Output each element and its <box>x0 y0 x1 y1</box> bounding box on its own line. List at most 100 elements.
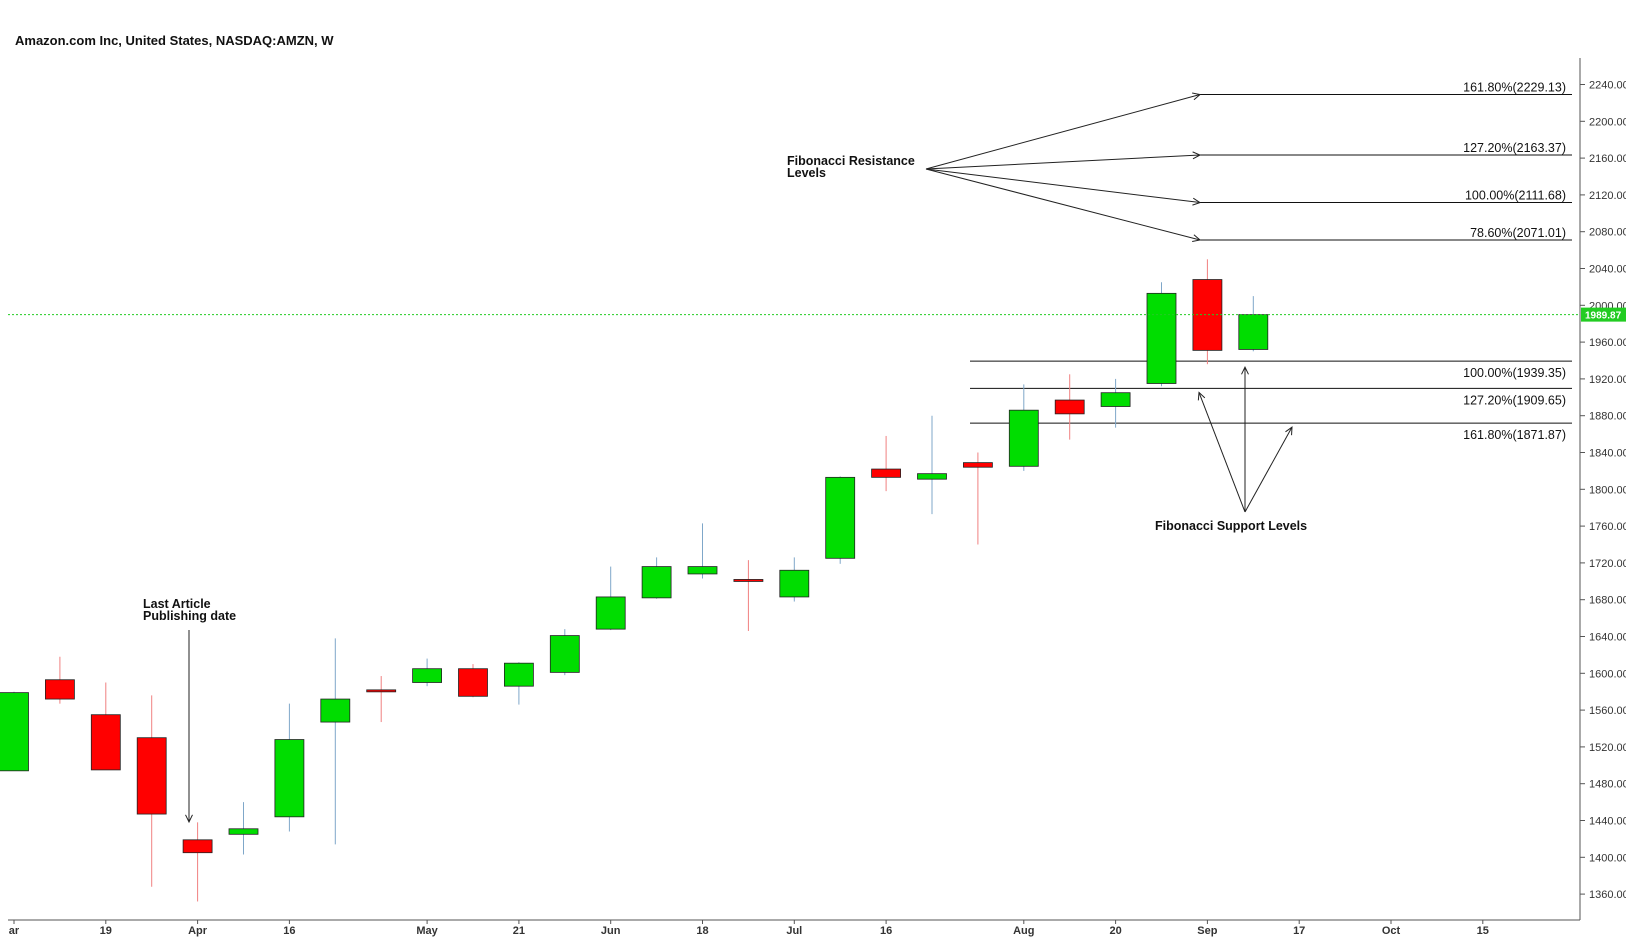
candle <box>1054 374 1085 440</box>
support-arrow <box>1197 391 1246 513</box>
candle-body <box>503 662 534 687</box>
resistance-annotation-line2: Levels <box>787 166 826 180</box>
candle-body <box>687 566 718 575</box>
candle <box>917 415 947 515</box>
support-label: 161.80%(1871.87) <box>1463 428 1566 442</box>
y-tick-label: 1640.00 <box>1589 632 1626 644</box>
y-tick-label: 1840.00 <box>1589 448 1626 460</box>
arrow-head <box>1285 426 1293 436</box>
candle-body <box>871 468 901 478</box>
x-tick-label: 21 <box>513 925 525 937</box>
candle <box>320 638 351 845</box>
arrow-shaft <box>925 94 1201 170</box>
candle <box>458 664 488 698</box>
arrow-head <box>1192 151 1202 160</box>
arrow-shaft <box>925 154 1201 170</box>
candle-body <box>412 668 443 683</box>
axes-layer: 1360.00 1400.00 1440.00 1480.00 1520.00 1560.… <box>8 58 1626 937</box>
x-tick-label: Apr <box>188 925 208 937</box>
x-tick-label: Sep <box>1197 925 1217 937</box>
candle-body <box>0 692 29 772</box>
arrow-head <box>1241 365 1249 375</box>
candle <box>182 822 213 902</box>
candle <box>0 691 29 772</box>
candle-body <box>320 698 351 723</box>
support-label: 127.20%(1909.65) <box>1463 393 1566 407</box>
y-tick-label: 1480.00 <box>1589 779 1626 791</box>
candle-body <box>45 679 75 700</box>
arrow-head <box>1192 234 1202 243</box>
candle <box>503 662 534 705</box>
candle-body <box>963 462 993 468</box>
y-tick-label: 1960.00 <box>1589 337 1626 349</box>
fibonacci-levels-layer: 161.80%(2229.13) 127.20%(2163.37) 100.00%(… <box>970 81 1572 442</box>
candle <box>274 703 305 832</box>
candles-layer <box>0 259 1269 902</box>
y-tick-label: 1440.00 <box>1589 816 1626 828</box>
resistance-label: 161.80%(2229.13) <box>1463 81 1566 95</box>
candle-body <box>1238 314 1269 350</box>
resistance-label: 100.00%(2111.68) <box>1465 189 1566 203</box>
current-price-label: 1989.87 <box>1585 311 1622 322</box>
article-arrow <box>185 630 193 824</box>
y-tick-label: 2160.00 <box>1589 153 1626 165</box>
resistance-arrow <box>925 151 1202 170</box>
y-tick-label: 1920.00 <box>1589 374 1626 386</box>
candle <box>136 695 167 887</box>
arrow-shaft <box>1198 392 1246 513</box>
x-tick-label: ar <box>9 925 20 937</box>
candle <box>871 435 901 492</box>
x-tick-label: Jun <box>601 925 621 937</box>
candle-body <box>641 566 672 599</box>
candle <box>1238 296 1269 352</box>
candle <box>963 452 993 545</box>
candle-body <box>1054 399 1085 415</box>
candle-body <box>549 635 580 673</box>
x-tick-label: 19 <box>100 925 112 937</box>
current-price-layer: 1989.87 <box>8 307 1626 322</box>
y-tick-label: 2200.00 <box>1589 116 1626 128</box>
candle <box>412 658 443 687</box>
y-tick-label: 1800.00 <box>1589 484 1626 496</box>
article-annotation-line1: Last Article <box>143 597 211 611</box>
resistance-arrow <box>925 168 1202 206</box>
arrow-shaft <box>925 168 1201 241</box>
x-tick-label: 16 <box>283 925 295 937</box>
x-tick-label: 20 <box>1109 925 1121 937</box>
candle <box>549 629 580 676</box>
candle <box>90 682 121 771</box>
candle <box>687 523 718 579</box>
y-tick-label: 1680.00 <box>1589 595 1626 607</box>
candle <box>1192 259 1223 365</box>
y-tick-label: 1400.00 <box>1589 852 1626 864</box>
candle <box>1100 378 1131 428</box>
arrow-head <box>1192 197 1202 206</box>
x-tick-label: 16 <box>880 925 892 937</box>
candle-body <box>136 737 167 815</box>
arrow-head <box>1192 92 1202 101</box>
x-tick-label: Oct <box>1382 925 1401 937</box>
candle-body <box>733 579 764 582</box>
candle-body <box>1008 409 1039 467</box>
y-tick-label: 1560.00 <box>1589 705 1626 717</box>
y-tick-label: 1520.00 <box>1589 742 1626 754</box>
resistance-label: 78.60%(2071.01) <box>1470 226 1566 240</box>
resistance-arrow <box>925 168 1202 243</box>
candle-body <box>90 714 121 771</box>
candle <box>1008 384 1039 471</box>
candle <box>641 557 672 599</box>
y-tick-label: 1880.00 <box>1589 411 1626 423</box>
resistance-annotation-line1: Fibonacci Resistance <box>787 154 915 168</box>
candle-body <box>366 689 397 693</box>
candle <box>366 676 397 723</box>
candle-body <box>1100 392 1131 407</box>
x-tick-label: Aug <box>1013 925 1034 937</box>
chart-title: Amazon.com Inc, United States, NASDAQ:AM… <box>15 33 334 48</box>
arrow-shaft <box>1244 426 1293 513</box>
candle-body <box>779 569 810 598</box>
support-label: 100.00%(1939.35) <box>1463 366 1566 380</box>
y-tick-label: 1600.00 <box>1589 668 1626 680</box>
support-annotation: Fibonacci Support Levels <box>1155 519 1307 533</box>
